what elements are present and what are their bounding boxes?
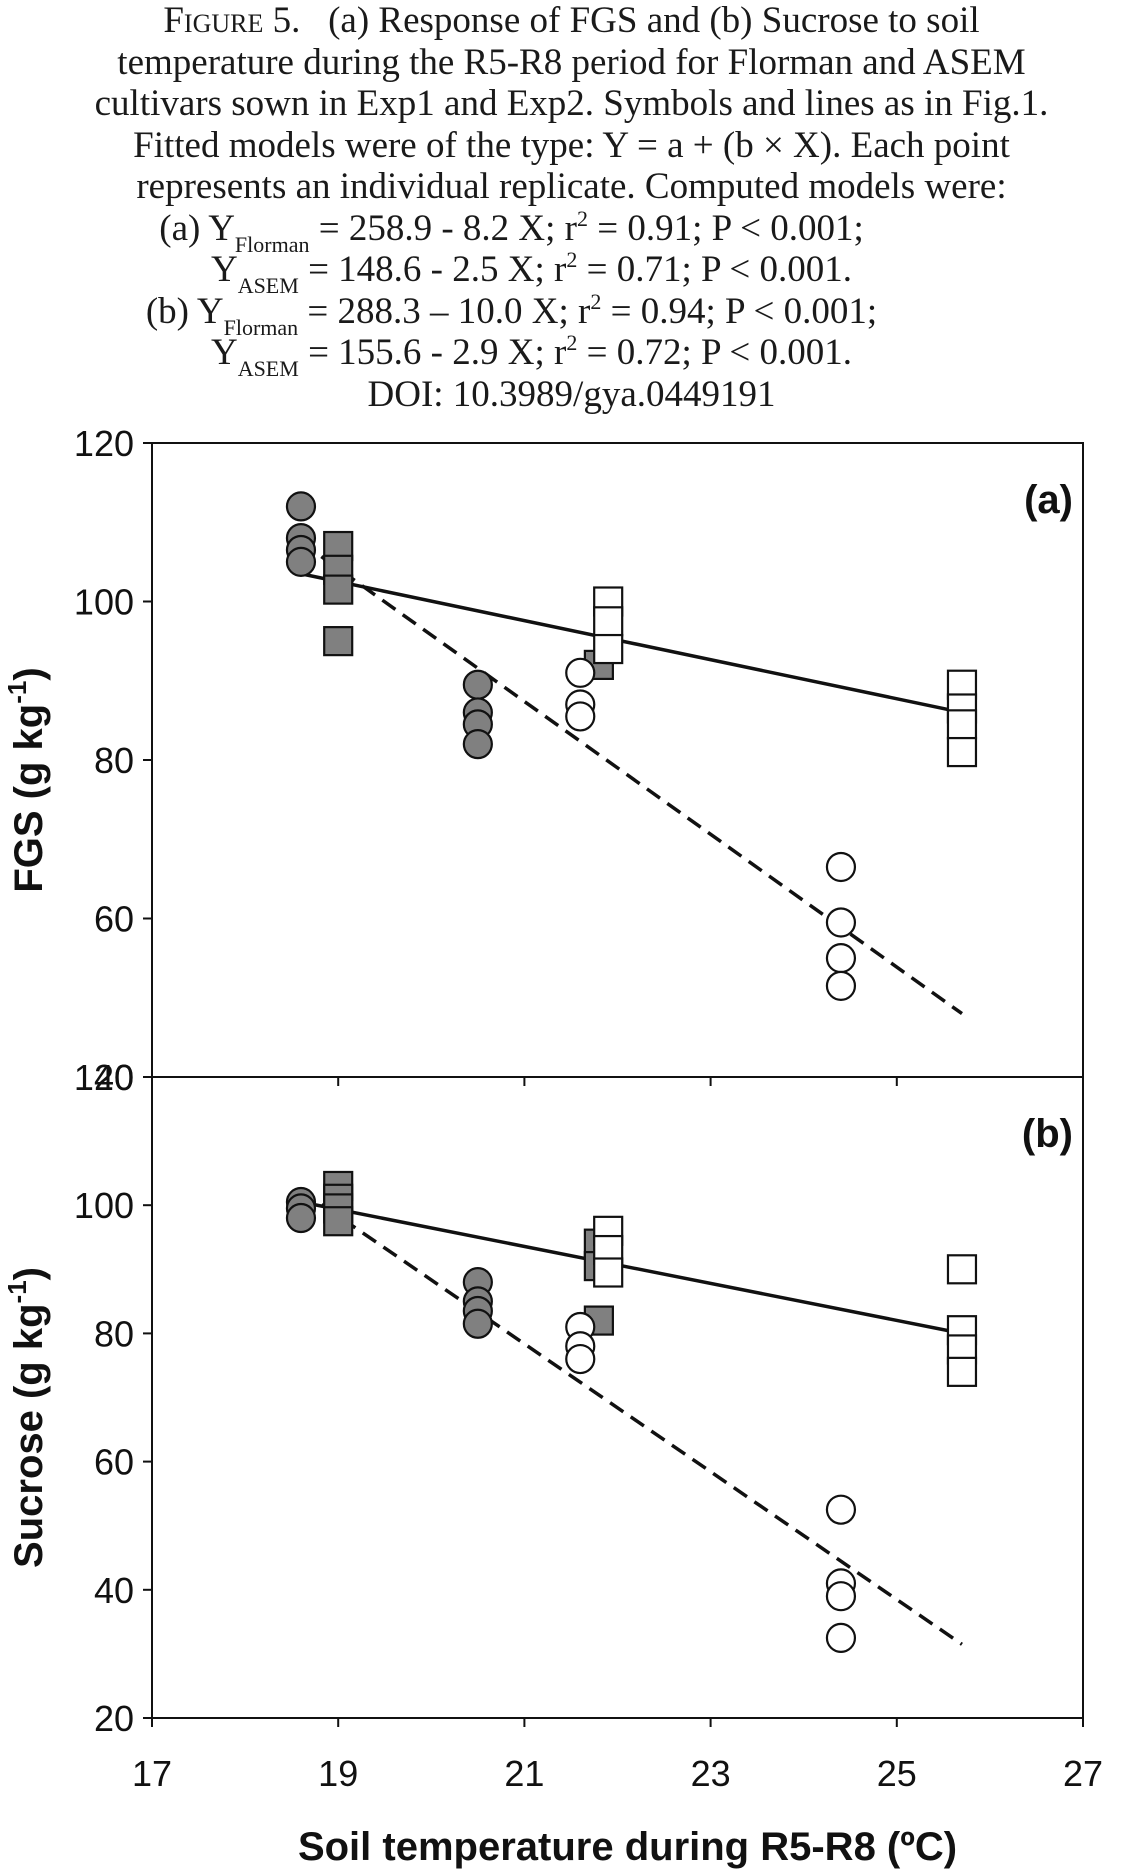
data-point-square-filled xyxy=(323,626,354,657)
data-point-circle-filled xyxy=(285,546,317,577)
data-point-square-open xyxy=(946,1254,978,1285)
x-tick-label: 17 xyxy=(132,1753,172,1794)
y-tick-label: 40 xyxy=(94,1057,134,1098)
data-point-circle-open xyxy=(565,1343,596,1375)
data-point-circle-open xyxy=(825,970,857,1001)
data-point-circle-filled xyxy=(285,491,317,522)
model-a-florman: (a) YFlorman = 258.9 - 8.2 X; r2 = 0.91;… xyxy=(159,205,864,257)
panel-label: (b) xyxy=(1022,1112,1073,1156)
y-axis-title: Sucrose (g kg-1) xyxy=(2,1267,51,1568)
data-point-square-open xyxy=(593,1257,624,1288)
figure-number: Figure 5. xyxy=(163,0,301,41)
y-tick-label: 40 xyxy=(94,1570,134,1611)
fitted-line-asem xyxy=(300,572,963,715)
caption-text: (a) Response of FGS and (b) Sucrose to s… xyxy=(328,0,980,41)
data-point-circle-open xyxy=(565,701,596,732)
model-a-asem: YASEM = 148.6 - 2.5 X; r2 = 0.71; P < 0.… xyxy=(210,247,853,298)
x-tick-label: 21 xyxy=(504,1753,544,1794)
data-point-circle-open xyxy=(565,657,596,688)
fitted-line-asem xyxy=(300,1200,963,1336)
data-point-square-open xyxy=(946,1356,978,1387)
x-axis-title: Soil temperature during R5-R8 (ºC) xyxy=(298,1825,957,1869)
doi-text: DOI: 10.3989/gya.0449191 xyxy=(367,373,776,415)
fitted-line-florman xyxy=(299,540,963,1016)
x-tick-label: 19 xyxy=(318,1753,358,1794)
y-axis-title-close: ) xyxy=(7,1267,51,1280)
panel-label: (a) xyxy=(1024,478,1073,522)
y-tick-label: 80 xyxy=(94,1313,134,1354)
data-point-square-filled xyxy=(323,574,354,605)
y-tick-label: 60 xyxy=(94,1442,134,1483)
y-tick-label: 120 xyxy=(74,423,134,464)
data-point-circle-filled xyxy=(462,669,493,700)
data-point-circle-filled xyxy=(285,1202,317,1234)
plot-frame xyxy=(151,1076,1084,1719)
data-point-square-open xyxy=(593,633,624,665)
fitted-line-florman xyxy=(299,1189,963,1646)
y-tick-label: 100 xyxy=(74,1185,134,1226)
y-axis-title-superscript: -1 xyxy=(2,681,32,704)
caption-line-4: Fitted models were of the type: Y = a + … xyxy=(133,124,1010,166)
caption-line-5: represents an individual replicate. Comp… xyxy=(136,166,1007,207)
x-tick-label: 27 xyxy=(1063,1753,1103,1794)
model-b-florman: (b) YFlorman = 288.3 – 10.0 X; r2 = 0.94… xyxy=(145,288,878,340)
data-point-circle-open xyxy=(825,1581,857,1612)
y-axis-title-text: FGS (g kg xyxy=(7,704,51,893)
y-tick-label: 100 xyxy=(74,582,134,623)
data-point-circle-filled xyxy=(462,1308,493,1339)
caption-line-3: cultivars sown in Exp1 and Exp2. Symbols… xyxy=(94,83,1049,124)
y-axis-title-superscript: -1 xyxy=(2,1280,32,1303)
y-tick-label: 120 xyxy=(74,1057,134,1098)
data-point-circle-open xyxy=(825,1622,857,1653)
y-axis-title: FGS (g kg-1) xyxy=(2,667,51,892)
data-point-circle-open xyxy=(825,1494,857,1525)
y-axis-title-text: Sucrose (g kg xyxy=(7,1303,51,1568)
data-point-circle-open xyxy=(825,907,857,938)
data-point-square-open xyxy=(593,606,624,637)
model-b-asem: YASEM = 155.6 - 2.9 X; r2 = 0.72; P < 0.… xyxy=(210,330,853,381)
x-tick-label: 25 xyxy=(877,1753,917,1794)
chart-panel-b: 20 40 60 80 100 120 17 19 21 23 25 27 Soil temperatu… xyxy=(2,1057,1103,1869)
data-point-circle-open xyxy=(825,851,857,883)
y-tick-label: 80 xyxy=(94,740,134,781)
x-tick-label: 23 xyxy=(691,1753,731,1794)
data-point-square-filled xyxy=(323,1206,354,1237)
data-point-square-open xyxy=(946,736,978,768)
caption-line-2: temperature during the R5-R8 period for … xyxy=(117,41,1026,83)
chart-panel-a: 40 60 80 100 120 FGS (g kg-1) (a) xyxy=(2,423,1084,1098)
figure-caption: Figure 5. (a) Response of FGS and (b) Su… xyxy=(0,0,1143,415)
data-point-circle-filled xyxy=(462,729,493,760)
data-point-square-open xyxy=(946,709,978,740)
caption-line-1: Figure 5. (a) Response of FGS and (b) Su… xyxy=(0,0,1143,42)
y-axis-title-close: ) xyxy=(7,667,51,680)
data-point-circle-open xyxy=(825,943,857,974)
y-tick-label: 60 xyxy=(94,899,134,940)
y-tick-label: 20 xyxy=(94,1698,134,1739)
